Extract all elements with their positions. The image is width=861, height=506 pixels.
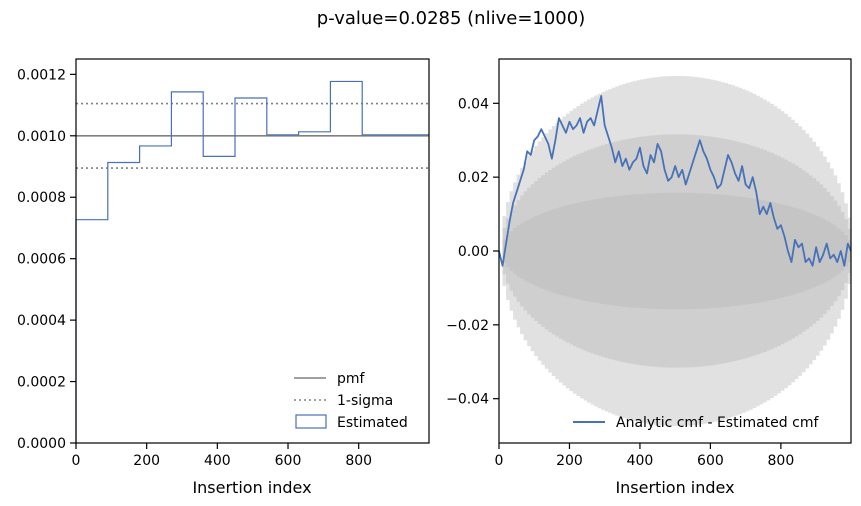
x-tick-label: 800	[345, 453, 372, 469]
estimated-histogram	[75, 80, 429, 443]
y-tick-label: 0.02	[458, 170, 489, 186]
x-tick-label: 200	[133, 453, 160, 469]
x-axis: 0 200 400 600 800	[72, 443, 372, 469]
y-tick-label: 0.0002	[17, 375, 66, 391]
x-tick-label: 600	[275, 453, 302, 469]
sigma-band-2	[499, 134, 851, 368]
y-tick-label: 0.0010	[17, 129, 66, 145]
legend-cmf-label: Analytic cmf - Estimated cmf	[616, 415, 819, 431]
x-axis-label: Insertion index	[615, 478, 734, 497]
y-tick-label: −0.02	[446, 318, 489, 334]
plot-area	[498, 75, 852, 427]
y-axis: −0.04 −0.02 0.00 0.02 0.04	[446, 96, 499, 408]
cmf-difference-line	[498, 95, 852, 267]
plot-frame	[75, 58, 430, 444]
legend: pmf 1-sigma Estimated	[294, 371, 408, 431]
x-tick-label: 200	[556, 453, 583, 469]
x-axis: 0 200 400 600 800	[495, 443, 795, 469]
y-tick-label: 0.04	[458, 96, 489, 112]
x-tick-label: 400	[627, 453, 654, 469]
x-tick-label: 0	[495, 453, 504, 469]
y-tick-label: −0.04	[446, 392, 489, 408]
y-tick-label: 0.0008	[17, 190, 66, 206]
y-axis: 0.0000 0.0002 0.0004 0.0006 0.0008 0.0010 0.00…	[17, 67, 76, 452]
y-tick-label: 0.0006	[17, 252, 66, 268]
y-tick-label: 0.0004	[17, 313, 66, 329]
figure-title: p-value=0.0285 (nlive=1000)	[317, 8, 585, 29]
pmf-histogram-chart: 0 200 400 600 800 0.00000.00020.00040.00060.…	[17, 58, 430, 497]
y-tick-label: 0.0012	[17, 67, 66, 83]
legend-estimated-label: Estimated	[337, 415, 408, 431]
legend-sigma-label: 1-sigma	[337, 393, 393, 409]
plot-area	[75, 80, 429, 443]
legend: Analytic cmf - Estimated cmf	[573, 415, 819, 431]
x-axis-label: Insertion index	[192, 478, 311, 497]
y-tick-label: 0.00	[458, 244, 489, 260]
plot-frame	[498, 58, 852, 444]
x-tick-label: 0	[72, 453, 81, 469]
sigma-band-3	[499, 75, 851, 427]
x-tick-label: 400	[204, 453, 231, 469]
legend-estimated-swatch	[295, 414, 327, 429]
legend-pmf-label: pmf	[337, 371, 366, 387]
y-tick-label: 0.0000	[17, 436, 66, 452]
x-tick-label: 600	[697, 453, 724, 469]
sigma-band-1	[499, 192, 851, 310]
cmf-difference-chart: 0 200 400 600 800 −0.04 −0.02 0.00 0.02 0.04 Ins…	[446, 58, 852, 497]
x-tick-label: 800	[768, 453, 795, 469]
